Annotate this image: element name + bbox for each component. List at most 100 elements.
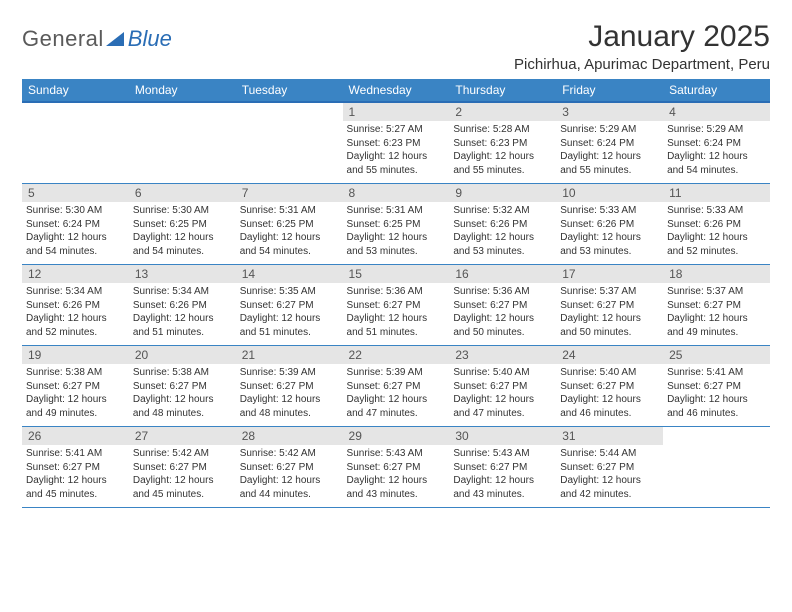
day-number <box>236 103 343 119</box>
sunrise-text: Sunrise: 5:34 AM <box>133 285 232 299</box>
sunrise-text: Sunrise: 5:37 AM <box>560 285 659 299</box>
daylight-text: Daylight: 12 hours and 55 minutes. <box>560 150 659 177</box>
sunrise-text: Sunrise: 5:42 AM <box>240 447 339 461</box>
sunset-text: Sunset: 6:27 PM <box>347 461 446 475</box>
calendar-week-row: 26Sunrise: 5:41 AMSunset: 6:27 PMDayligh… <box>22 427 770 508</box>
daylight-text: Daylight: 12 hours and 54 minutes. <box>667 150 766 177</box>
calendar-week-row: 1Sunrise: 5:27 AMSunset: 6:23 PMDaylight… <box>22 102 770 184</box>
day-details: Sunrise: 5:40 AMSunset: 6:27 PMDaylight:… <box>449 364 556 426</box>
day-details: Sunrise: 5:36 AMSunset: 6:27 PMDaylight:… <box>449 283 556 345</box>
weekday-header: Sunday <box>22 79 129 102</box>
daylight-text: Daylight: 12 hours and 50 minutes. <box>560 312 659 339</box>
calendar-day-cell: 25Sunrise: 5:41 AMSunset: 6:27 PMDayligh… <box>663 346 770 427</box>
sunrise-text: Sunrise: 5:38 AM <box>133 366 232 380</box>
day-number: 5 <box>22 184 129 202</box>
daylight-text: Daylight: 12 hours and 50 minutes. <box>453 312 552 339</box>
sunrise-text: Sunrise: 5:44 AM <box>560 447 659 461</box>
daylight-text: Daylight: 12 hours and 45 minutes. <box>133 474 232 501</box>
calendar-day-cell <box>663 427 770 508</box>
sunset-text: Sunset: 6:26 PM <box>26 299 125 313</box>
day-details: Sunrise: 5:39 AMSunset: 6:27 PMDaylight:… <box>343 364 450 426</box>
sunrise-text: Sunrise: 5:42 AM <box>133 447 232 461</box>
sunrise-text: Sunrise: 5:30 AM <box>26 204 125 218</box>
daylight-text: Daylight: 12 hours and 46 minutes. <box>560 393 659 420</box>
day-number: 12 <box>22 265 129 283</box>
calendar-day-cell: 26Sunrise: 5:41 AMSunset: 6:27 PMDayligh… <box>22 427 129 508</box>
sunrise-text: Sunrise: 5:43 AM <box>347 447 446 461</box>
day-number: 20 <box>129 346 236 364</box>
day-number: 17 <box>556 265 663 283</box>
day-number: 6 <box>129 184 236 202</box>
calendar-day-cell: 21Sunrise: 5:39 AMSunset: 6:27 PMDayligh… <box>236 346 343 427</box>
calendar-day-cell: 11Sunrise: 5:33 AMSunset: 6:26 PMDayligh… <box>663 184 770 265</box>
day-number: 4 <box>663 103 770 121</box>
daylight-text: Daylight: 12 hours and 51 minutes. <box>240 312 339 339</box>
calendar-day-cell: 6Sunrise: 5:30 AMSunset: 6:25 PMDaylight… <box>129 184 236 265</box>
day-number: 2 <box>449 103 556 121</box>
sunset-text: Sunset: 6:24 PM <box>667 137 766 151</box>
day-details: Sunrise: 5:34 AMSunset: 6:26 PMDaylight:… <box>129 283 236 345</box>
day-details: Sunrise: 5:29 AMSunset: 6:24 PMDaylight:… <box>663 121 770 183</box>
daylight-text: Daylight: 12 hours and 48 minutes. <box>133 393 232 420</box>
calendar-day-cell: 18Sunrise: 5:37 AMSunset: 6:27 PMDayligh… <box>663 265 770 346</box>
calendar-day-cell: 23Sunrise: 5:40 AMSunset: 6:27 PMDayligh… <box>449 346 556 427</box>
calendar-day-cell: 16Sunrise: 5:36 AMSunset: 6:27 PMDayligh… <box>449 265 556 346</box>
day-details: Sunrise: 5:35 AMSunset: 6:27 PMDaylight:… <box>236 283 343 345</box>
day-details: Sunrise: 5:29 AMSunset: 6:24 PMDaylight:… <box>556 121 663 183</box>
sunset-text: Sunset: 6:26 PM <box>560 218 659 232</box>
sunset-text: Sunset: 6:26 PM <box>453 218 552 232</box>
calendar-week-row: 5Sunrise: 5:30 AMSunset: 6:24 PMDaylight… <box>22 184 770 265</box>
day-details <box>22 119 129 127</box>
calendar-day-cell: 7Sunrise: 5:31 AMSunset: 6:25 PMDaylight… <box>236 184 343 265</box>
day-details: Sunrise: 5:37 AMSunset: 6:27 PMDaylight:… <box>663 283 770 345</box>
calendar-day-cell: 14Sunrise: 5:35 AMSunset: 6:27 PMDayligh… <box>236 265 343 346</box>
sunset-text: Sunset: 6:27 PM <box>347 299 446 313</box>
day-details: Sunrise: 5:31 AMSunset: 6:25 PMDaylight:… <box>236 202 343 264</box>
daylight-text: Daylight: 12 hours and 52 minutes. <box>667 231 766 258</box>
daylight-text: Daylight: 12 hours and 53 minutes. <box>347 231 446 258</box>
day-details: Sunrise: 5:43 AMSunset: 6:27 PMDaylight:… <box>449 445 556 507</box>
sunset-text: Sunset: 6:27 PM <box>560 299 659 313</box>
sunset-text: Sunset: 6:27 PM <box>133 461 232 475</box>
day-number: 8 <box>343 184 450 202</box>
sunset-text: Sunset: 6:24 PM <box>560 137 659 151</box>
daylight-text: Daylight: 12 hours and 54 minutes. <box>240 231 339 258</box>
daylight-text: Daylight: 12 hours and 46 minutes. <box>667 393 766 420</box>
daylight-text: Daylight: 12 hours and 45 minutes. <box>26 474 125 501</box>
sunrise-text: Sunrise: 5:31 AM <box>347 204 446 218</box>
sunrise-text: Sunrise: 5:37 AM <box>667 285 766 299</box>
day-details: Sunrise: 5:41 AMSunset: 6:27 PMDaylight:… <box>663 364 770 426</box>
page-header: General Blue January 2025 Pichirhua, Apu… <box>22 20 770 73</box>
day-details: Sunrise: 5:33 AMSunset: 6:26 PMDaylight:… <box>556 202 663 264</box>
calendar-day-cell: 12Sunrise: 5:34 AMSunset: 6:26 PMDayligh… <box>22 265 129 346</box>
day-details <box>236 119 343 127</box>
weekday-header-row: Sunday Monday Tuesday Wednesday Thursday… <box>22 79 770 102</box>
calendar-table: Sunday Monday Tuesday Wednesday Thursday… <box>22 79 770 508</box>
weekday-header: Tuesday <box>236 79 343 102</box>
day-details: Sunrise: 5:30 AMSunset: 6:24 PMDaylight:… <box>22 202 129 264</box>
calendar-day-cell: 24Sunrise: 5:40 AMSunset: 6:27 PMDayligh… <box>556 346 663 427</box>
calendar-day-cell <box>236 102 343 184</box>
brand-name-1: General <box>22 26 104 52</box>
sunset-text: Sunset: 6:27 PM <box>560 380 659 394</box>
day-details: Sunrise: 5:33 AMSunset: 6:26 PMDaylight:… <box>663 202 770 264</box>
daylight-text: Daylight: 12 hours and 54 minutes. <box>26 231 125 258</box>
sunset-text: Sunset: 6:23 PM <box>347 137 446 151</box>
sunrise-text: Sunrise: 5:41 AM <box>667 366 766 380</box>
sunrise-text: Sunrise: 5:35 AM <box>240 285 339 299</box>
day-details: Sunrise: 5:43 AMSunset: 6:27 PMDaylight:… <box>343 445 450 507</box>
sunrise-text: Sunrise: 5:27 AM <box>347 123 446 137</box>
sunrise-text: Sunrise: 5:40 AM <box>560 366 659 380</box>
title-block: January 2025 Pichirhua, Apurimac Departm… <box>514 20 770 73</box>
calendar-day-cell: 3Sunrise: 5:29 AMSunset: 6:24 PMDaylight… <box>556 102 663 184</box>
daylight-text: Daylight: 12 hours and 44 minutes. <box>240 474 339 501</box>
daylight-text: Daylight: 12 hours and 42 minutes. <box>560 474 659 501</box>
weekday-header: Wednesday <box>343 79 450 102</box>
day-details: Sunrise: 5:37 AMSunset: 6:27 PMDaylight:… <box>556 283 663 345</box>
sunrise-text: Sunrise: 5:39 AM <box>347 366 446 380</box>
logo-triangle-icon <box>106 32 124 46</box>
day-number <box>22 103 129 119</box>
sunset-text: Sunset: 6:27 PM <box>560 461 659 475</box>
calendar-day-cell: 2Sunrise: 5:28 AMSunset: 6:23 PMDaylight… <box>449 102 556 184</box>
day-number: 25 <box>663 346 770 364</box>
